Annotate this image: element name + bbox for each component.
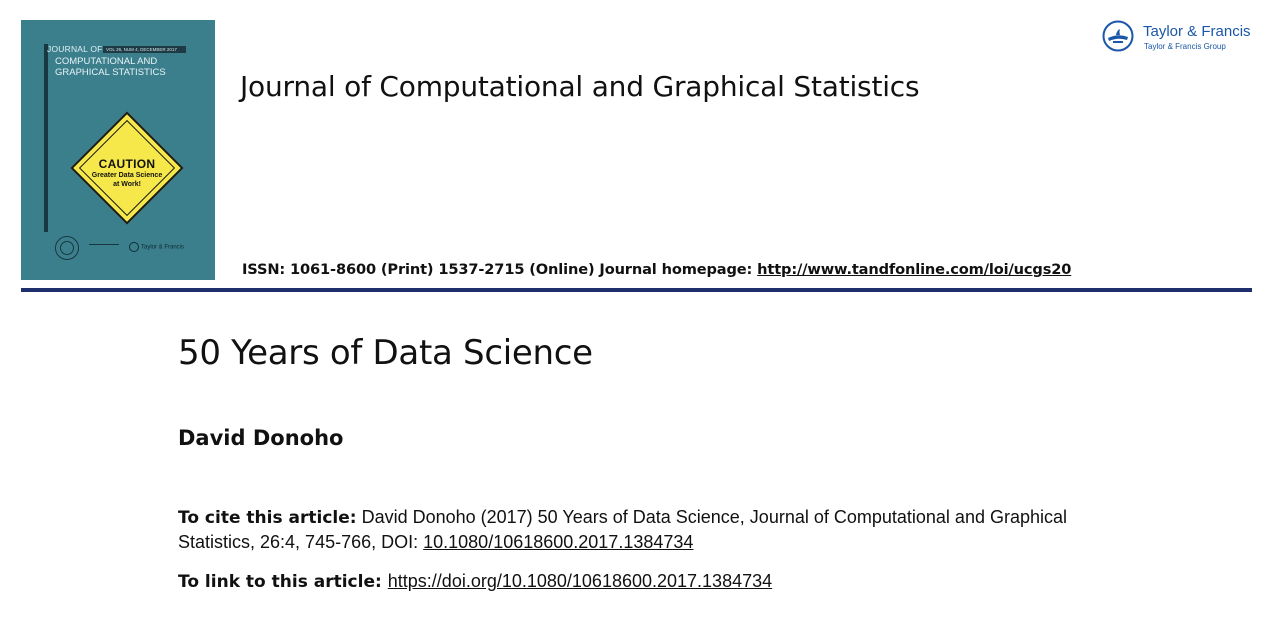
cover-spine-bar [44,44,48,232]
cite-text: David Donoho (2017) 50 Years of Data Sci… [178,507,1067,552]
journal-homepage-link[interactable]: http://www.tandfonline.com/loi/ucgs20 [757,261,1072,278]
publisher-logo[interactable]: Taylor & Francis Taylor & Francis Group [1102,20,1262,54]
citation-block: To cite this article: David Donoho (2017… [178,505,1118,554]
society-seal-icon [55,236,79,260]
link-label: To link to this article: [178,572,382,592]
article-author: David Donoho [178,426,344,450]
issn-line: ISSN: 1061-8600 (Print) 1537-2715 (Onlin… [242,261,1071,278]
article-title: 50 Years of Data Science [178,333,593,373]
article-link-block: To link to this article: https://doi.org/… [178,571,772,592]
header-divider [21,288,1252,292]
doi-link[interactable]: 10.1080/10618600.2017.1384734 [423,532,694,552]
caution-line2: at Work! [113,181,141,188]
cite-label: To cite this article: [178,508,357,528]
caution-word: CAUTION [98,157,156,171]
journal-cover-image: JOURNAL OF VOL 26, NUM 4, DECEMBER 2017 … [21,20,215,280]
cover-journal-of: JOURNAL OF [47,44,103,54]
cover-publisher-logo-icon [129,242,139,252]
issn-text: ISSN: 1061-8600 (Print) 1537-2715 (Onlin… [242,261,758,278]
caution-text: CAUTION Greater Data Science at Work! [77,157,177,189]
cover-publisher: Taylor & Francis [129,242,184,252]
journal-title: Journal of Computational and Graphical S… [240,70,920,103]
cover-publisher-name: Taylor & Francis [141,244,185,251]
taylor-francis-lamp-icon [1102,20,1134,52]
cover-title: COMPUTATIONAL AND GRAPHICAL STATISTICS [55,56,166,78]
cover-volume-band: VOL 26, NUM 4, DECEMBER 2017 [103,46,186,53]
cover-title-line1: COMPUTATIONAL AND [55,56,158,67]
caution-line1: Greater Data Science [91,172,163,179]
cover-mark-icon [89,244,119,253]
publisher-group: Taylor & Francis Group [1144,42,1226,51]
cover-title-line2: GRAPHICAL STATISTICS [55,67,166,78]
article-url-link[interactable]: https://doi.org/10.1080/10618600.2017.13… [387,571,773,591]
publisher-name: Taylor & Francis [1143,23,1251,40]
